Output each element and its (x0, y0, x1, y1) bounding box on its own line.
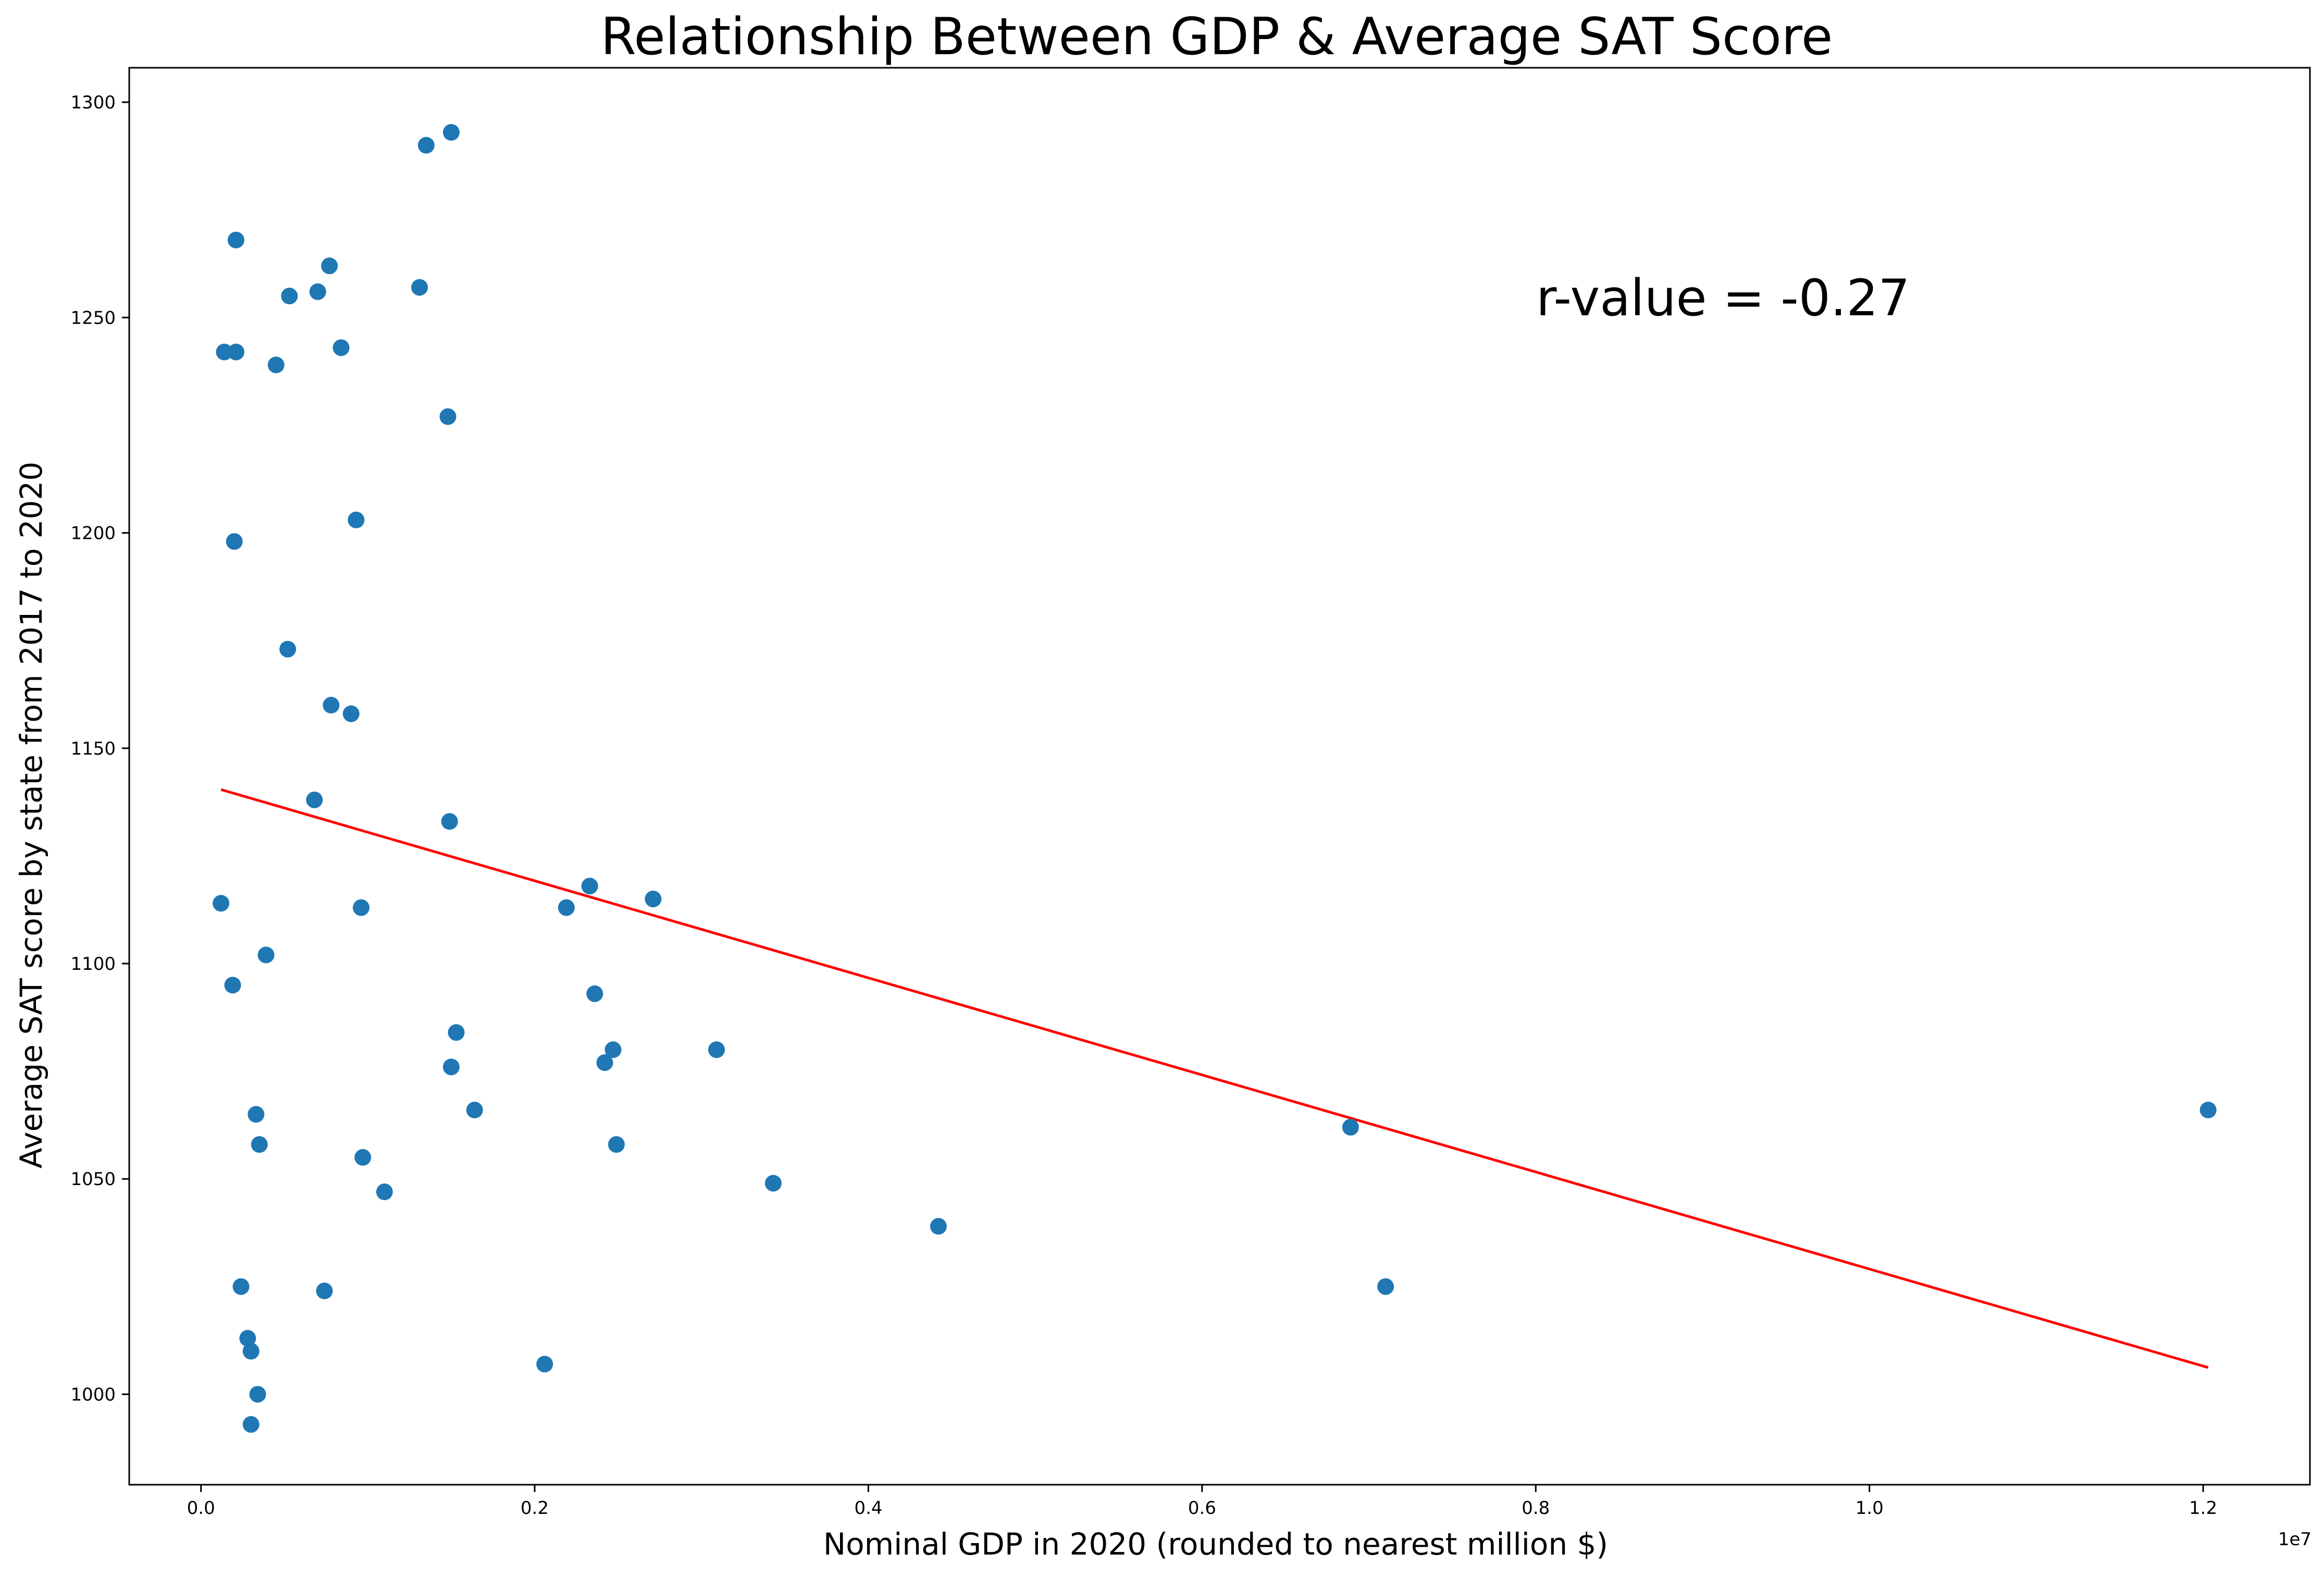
data-point (281, 288, 298, 305)
data-point (466, 1101, 483, 1118)
x-tick-label: 0.4 (854, 1498, 882, 1519)
data-point (764, 1175, 782, 1192)
y-tick-label: 1200 (70, 523, 116, 544)
axes: 0.0 0.2 0.4 0.6 0.8 1.0 1.2 1000 1050 1100 1150 120… (70, 67, 2311, 1519)
data-point (249, 1386, 266, 1403)
data-point (581, 878, 598, 895)
regression-line (220, 788, 2209, 1369)
y-tick-label: 1100 (70, 954, 116, 975)
data-point (645, 891, 662, 908)
data-point (227, 343, 244, 361)
data-point (596, 1054, 613, 1071)
r-value-annotation: r-value = -0.27 (1536, 269, 1910, 327)
data-point (309, 283, 326, 300)
y-tick-label: 1250 (70, 307, 116, 328)
data-point (321, 257, 338, 275)
data-point (257, 946, 275, 964)
data-point (930, 1218, 947, 1235)
data-point (226, 533, 243, 550)
data-point (354, 1149, 372, 1166)
data-point (316, 1283, 333, 1300)
y-tick-label: 1300 (70, 92, 116, 113)
data-point (708, 1041, 725, 1058)
data-point (216, 343, 233, 361)
data-point (1342, 1119, 1359, 1136)
data-point (332, 339, 350, 356)
x-tick-label: 0.0 (187, 1498, 215, 1519)
x-tick-label: 0.6 (1188, 1498, 1216, 1519)
data-point (348, 511, 365, 528)
y-tick-label: 1150 (70, 738, 116, 759)
data-point (227, 231, 244, 249)
x-tick-label: 1.2 (2189, 1498, 2217, 1519)
data-point (279, 640, 296, 658)
data-point (353, 899, 370, 916)
data-point (239, 1330, 256, 1347)
data-point (441, 813, 458, 830)
data-point (267, 356, 285, 374)
data-point (536, 1355, 553, 1373)
data-point (376, 1184, 393, 1201)
x-axis-offset-label: 1e7 (2278, 1529, 2311, 1550)
data-point (242, 1342, 259, 1360)
data-point (2199, 1101, 2217, 1118)
data-point (586, 985, 603, 1002)
x-tick-label: 0.8 (1522, 1498, 1550, 1519)
data-point (558, 899, 575, 916)
y-tick-label: 1050 (70, 1169, 116, 1190)
x-tick-label: 0.2 (521, 1498, 549, 1519)
plot-area (213, 124, 2217, 1433)
data-point (439, 408, 456, 425)
data-point (248, 1106, 265, 1123)
data-point (213, 895, 230, 912)
data-point (442, 1058, 460, 1076)
data-point (224, 977, 241, 994)
data-point (608, 1136, 625, 1153)
data-point (232, 1278, 250, 1295)
data-point (1377, 1278, 1394, 1295)
data-point (604, 1041, 622, 1058)
data-point (411, 279, 428, 296)
data-point (323, 697, 340, 714)
y-axis-title: Average SAT score by state from 2017 to … (14, 462, 49, 1169)
data-point (342, 705, 360, 722)
x-axis-title: Nominal GDP in 2020 (rounded to nearest … (823, 1526, 1608, 1562)
data-point (242, 1416, 259, 1433)
data-point (306, 791, 323, 808)
data-point (442, 124, 460, 141)
axes-frame (128, 67, 2311, 1486)
data-point (251, 1136, 268, 1153)
data-point (417, 137, 435, 154)
chart-title: Relationship Between GDP & Average SAT S… (601, 7, 1833, 67)
y-tick-label: 1000 (70, 1384, 116, 1405)
x-tick-label: 1.0 (1856, 1498, 1884, 1519)
data-point (448, 1024, 465, 1041)
